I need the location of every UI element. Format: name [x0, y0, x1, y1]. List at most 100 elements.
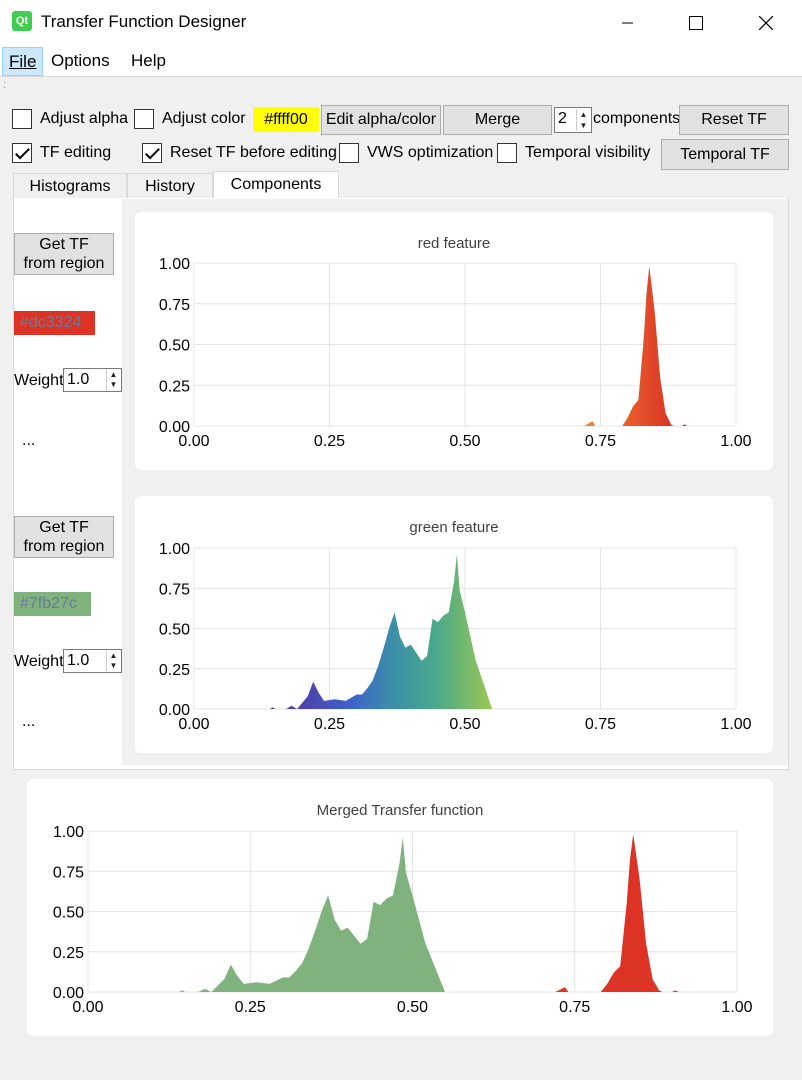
- reset-before-editing-checkbox[interactable]: [142, 143, 162, 163]
- color-swatch[interactable]: #ffff00: [253, 107, 319, 132]
- spin-down-icon[interactable]: ▼: [579, 120, 588, 130]
- x-tick-label: 0.50: [449, 716, 480, 733]
- title-bar[interactable]: Qt Transfer Function Designer: [0, 0, 802, 46]
- y-tick-label: 0.75: [53, 864, 84, 881]
- weight-label-green: Weight: [14, 653, 64, 670]
- green-feature-chart-card: green feature 0.00 0.25 0.50 0.75 1.00 0.00 0.2…: [135, 496, 773, 753]
- tab-history[interactable]: History: [127, 173, 213, 198]
- get-tf-from-region-button-green[interactable]: Get TF from region: [14, 516, 114, 558]
- reset-tf-button[interactable]: Reset TF: [679, 105, 789, 135]
- y-tick-label: 0.50: [53, 905, 84, 922]
- menu-divider: [0, 76, 802, 77]
- get-tf-label-line2: from region: [23, 538, 105, 555]
- chart-title: Merged Transfer function: [317, 802, 484, 819]
- y-tick-label: 0.00: [159, 419, 190, 436]
- window-title: Transfer Function Designer: [41, 12, 247, 31]
- adjust-alpha-label: Adjust alpha: [40, 110, 129, 127]
- maximize-button[interactable]: [662, 0, 730, 46]
- x-tick-label: 0.00: [178, 716, 209, 733]
- weight-label-red: Weight: [14, 372, 64, 389]
- x-tick-label: 0.75: [559, 999, 590, 1016]
- tf-editing-label: TF editing: [40, 144, 112, 161]
- y-tick-label: 0.00: [53, 985, 84, 1002]
- spin-up-icon[interactable]: ▲: [579, 109, 588, 119]
- weight-value-green: 1.0: [67, 652, 90, 669]
- x-tick-label: 0.50: [397, 999, 428, 1016]
- series-area-1: [555, 834, 679, 992]
- components-count: 2: [558, 110, 567, 127]
- x-tick-label: 1.00: [720, 716, 751, 733]
- temporal-visibility-checkbox[interactable]: [497, 143, 517, 163]
- y-tick-label: 0.25: [159, 662, 190, 679]
- adjust-alpha-checkbox[interactable]: [12, 109, 32, 129]
- get-tf-label-line2: from region: [23, 255, 105, 272]
- minimize-button[interactable]: [594, 0, 662, 46]
- series-area-0: [584, 266, 688, 426]
- close-icon: [759, 16, 773, 30]
- component-color-swatch-red[interactable]: #dc3324: [14, 311, 95, 335]
- menu-help[interactable]: Help: [131, 51, 166, 70]
- vws-optimization-label: VWS optimization: [367, 144, 494, 161]
- tf-editing-checkbox[interactable]: [12, 143, 32, 163]
- temporal-tf-button[interactable]: Temporal TF: [661, 139, 789, 170]
- more-options-red[interactable]: ...: [22, 432, 36, 449]
- x-tick-label: 0.25: [314, 433, 345, 450]
- y-tick-label: 0.50: [159, 622, 190, 639]
- y-tick-label: 0.25: [159, 378, 190, 395]
- more-options-green[interactable]: ...: [22, 713, 36, 730]
- merge-button[interactable]: Merge: [443, 105, 552, 135]
- weight-value-red: 1.0: [67, 371, 90, 388]
- weight-spinbox-red[interactable]: 1.0 ▲ ▼: [63, 368, 122, 392]
- spin-down-icon[interactable]: ▼: [109, 661, 118, 670]
- minimize-icon: [622, 22, 633, 24]
- spin-arrows[interactable]: ▲ ▼: [106, 651, 120, 671]
- y-tick-label: 1.00: [53, 824, 84, 841]
- series-area-0: [178, 837, 446, 992]
- vws-optimization-checkbox[interactable]: [339, 143, 359, 163]
- components-spinbox[interactable]: 2 ▲ ▼: [554, 107, 592, 133]
- adjust-color-checkbox[interactable]: [134, 109, 154, 129]
- get-tf-from-region-button-red[interactable]: Get TF from region: [14, 233, 114, 275]
- get-tf-label-line1: Get TF: [39, 518, 89, 536]
- close-button[interactable]: [732, 0, 800, 46]
- merged-tf-chart-card: Merged Transfer function 0.00 0.25 0.50 0.75…: [27, 779, 773, 1036]
- series-area-0: [269, 554, 493, 709]
- green-feature-chart[interactable]: green feature 0.00 0.25 0.50 0.75 1.00 0.00 0.2…: [135, 496, 773, 753]
- menu-options[interactable]: Options: [51, 51, 110, 70]
- edit-alpha-color-button[interactable]: Edit alpha/color: [321, 105, 441, 135]
- spin-down-icon[interactable]: ▼: [109, 380, 118, 389]
- chart-title: red feature: [418, 235, 491, 252]
- spin-arrows[interactable]: ▲ ▼: [576, 109, 590, 131]
- spin-arrows[interactable]: ▲ ▼: [106, 370, 120, 390]
- x-tick-label: 0.50: [449, 433, 480, 450]
- merged-tf-chart[interactable]: Merged Transfer function 0.00 0.25 0.50 0.75…: [27, 779, 773, 1036]
- menu-file[interactable]: File: [2, 47, 44, 76]
- chart-title: green feature: [409, 519, 498, 536]
- x-tick-label: 0.25: [314, 716, 345, 733]
- x-tick-label: 0.00: [178, 433, 209, 450]
- reset-before-editing-label: Reset TF before editing: [170, 144, 337, 161]
- x-tick-label: 1.00: [721, 999, 752, 1016]
- toolbar-grip-icon[interactable]: · ·: [3, 77, 7, 93]
- temporal-visibility-label: Temporal visibility: [525, 144, 651, 161]
- components-label: components: [593, 110, 681, 127]
- y-tick-label: 0.25: [53, 945, 84, 962]
- spin-up-icon[interactable]: ▲: [109, 651, 118, 660]
- x-tick-label: 0.75: [585, 433, 616, 450]
- get-tf-label-line1: Get TF: [39, 235, 89, 253]
- y-tick-label: 0.75: [159, 297, 190, 314]
- component-color-swatch-green[interactable]: #7fb27c: [14, 592, 91, 616]
- spin-up-icon[interactable]: ▲: [109, 370, 118, 379]
- menu-bar: [0, 46, 802, 76]
- tab-histograms[interactable]: Histograms: [13, 173, 127, 198]
- red-feature-chart[interactable]: red feature 0.00 0.25 0.50 0.75 1.00 0.00 0.25 0…: [135, 212, 773, 470]
- weight-spinbox-green[interactable]: 1.0 ▲ ▼: [63, 649, 122, 673]
- y-tick-label: 0.50: [159, 338, 190, 355]
- qt-app-icon: Qt: [12, 11, 32, 31]
- tab-components[interactable]: Components: [213, 171, 339, 199]
- x-tick-label: 0.75: [585, 716, 616, 733]
- red-feature-chart-card: red feature 0.00 0.25 0.50 0.75 1.00 0.00 0.25 0…: [135, 212, 773, 470]
- y-tick-label: 0.00: [159, 702, 190, 719]
- y-tick-label: 1.00: [159, 256, 190, 273]
- x-tick-label: 0.00: [72, 999, 103, 1016]
